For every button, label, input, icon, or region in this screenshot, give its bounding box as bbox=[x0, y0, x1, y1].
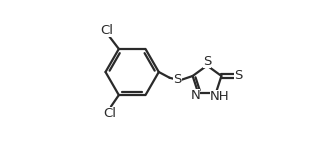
Text: N: N bbox=[191, 89, 201, 102]
Text: S: S bbox=[203, 55, 211, 68]
Text: S: S bbox=[234, 69, 242, 83]
Text: S: S bbox=[173, 73, 182, 86]
Text: Cl: Cl bbox=[104, 107, 117, 120]
Text: Cl: Cl bbox=[100, 24, 114, 37]
Text: NH: NH bbox=[210, 90, 229, 103]
